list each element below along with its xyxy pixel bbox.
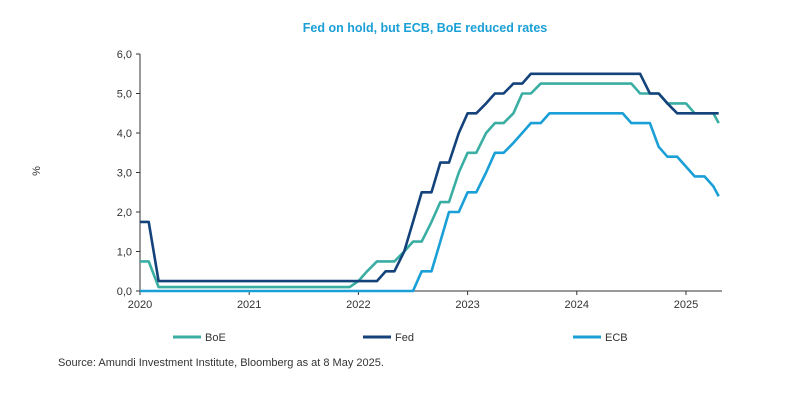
x-axis-ticks: 2020 2021 2022 2023 2024 2025 (128, 291, 698, 311)
y-tick-label: 6,0 (117, 49, 132, 61)
y-tick-label: 0,0 (117, 286, 132, 298)
x-tick-label: 2020 (128, 299, 152, 311)
y-tick-label: 5,0 (117, 89, 132, 101)
legend-label-fed: Fed (395, 332, 414, 344)
x-tick-label: 2024 (565, 299, 589, 311)
legend-label-ecb: ECB (605, 332, 628, 344)
series-line-ecb (140, 112, 720, 293)
y-tick-label: 2,0 (117, 207, 132, 219)
y-tick-label: 4,0 (117, 128, 132, 140)
series-line-boe (140, 82, 720, 289)
legend-label-boe: BoE (205, 332, 226, 344)
x-tick-label: 2023 (455, 299, 479, 311)
series-line-fed (140, 72, 719, 283)
source-note: Source: Amundi Investment Institute, Blo… (58, 357, 384, 369)
legend: BoE Fed ECB (173, 332, 628, 344)
y-axis-ticks: 0,0 1,0 2,0 3,0 4,0 5,0 6,0 (117, 49, 140, 298)
x-tick-label: 2022 (346, 299, 370, 311)
y-axis-label: % (31, 166, 43, 176)
series-lines (140, 72, 720, 293)
y-tick-label: 3,0 (117, 168, 132, 180)
y-tick-label: 1,0 (117, 247, 132, 259)
x-tick-label: 2025 (674, 299, 698, 311)
chart-title: Fed on hold, but ECB, BoE reduced rates (303, 21, 548, 35)
x-tick-label: 2021 (237, 299, 261, 311)
